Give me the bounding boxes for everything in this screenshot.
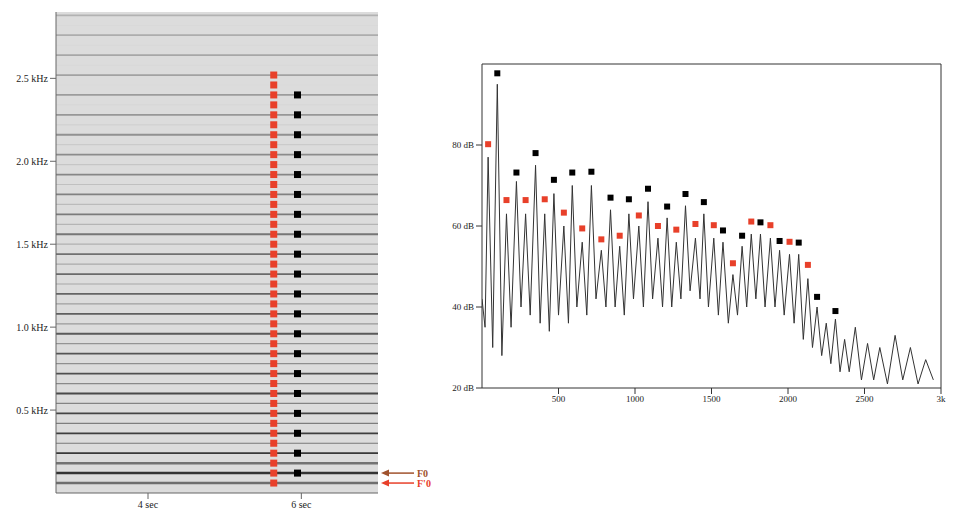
svg-text:2000: 2000	[779, 394, 798, 404]
svg-text:2.0 kHz: 2.0 kHz	[16, 156, 48, 167]
svg-text:2500: 2500	[856, 394, 875, 404]
svg-text:F'0: F'0	[417, 478, 431, 489]
svg-text:80 dB: 80 dB	[452, 140, 474, 150]
svg-text:0.5 kHz: 0.5 kHz	[16, 405, 48, 416]
svg-text:4 sec: 4 sec	[138, 499, 159, 510]
svg-text:40 dB: 40 dB	[452, 302, 474, 312]
svg-text:1.5 kHz: 1.5 kHz	[16, 239, 48, 250]
svg-text:1000: 1000	[626, 394, 645, 404]
svg-text:1.0 kHz: 1.0 kHz	[16, 322, 48, 333]
svg-text:60 dB: 60 dB	[452, 221, 474, 231]
svg-text:3k: 3k	[937, 394, 947, 404]
svg-text:1500: 1500	[703, 394, 722, 404]
svg-text:F0: F0	[417, 467, 429, 479]
svg-text:2.5 kHz: 2.5 kHz	[16, 73, 48, 84]
svg-text:20 dB: 20 dB	[452, 383, 474, 393]
svg-text:6 sec: 6 sec	[291, 499, 312, 510]
svg-text:500: 500	[552, 394, 566, 404]
